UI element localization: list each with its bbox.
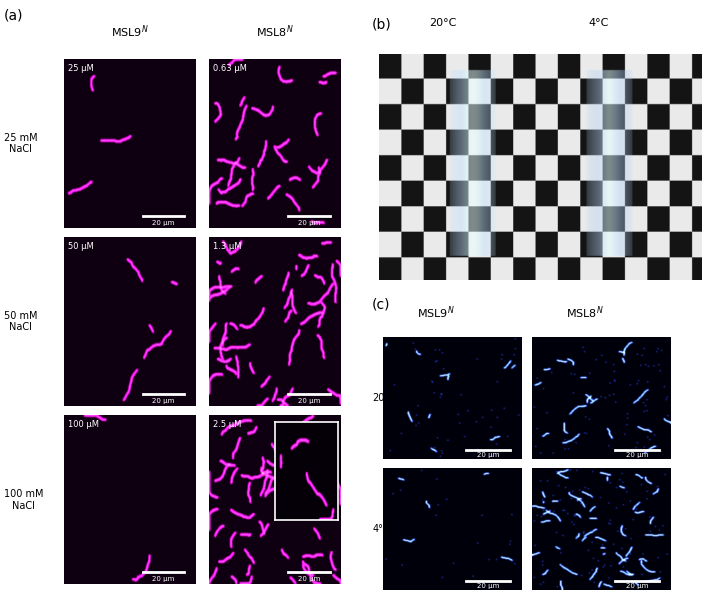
Text: 20 μm: 20 μm bbox=[476, 583, 499, 589]
Text: 1.3 μM: 1.3 μM bbox=[213, 242, 242, 252]
Text: 20 μm: 20 μm bbox=[298, 398, 320, 404]
Text: (b): (b) bbox=[372, 18, 392, 32]
Text: 25 mM
NaCl: 25 mM NaCl bbox=[4, 132, 37, 154]
Text: MSL9$^N$: MSL9$^N$ bbox=[417, 304, 455, 321]
Text: 25 μM: 25 μM bbox=[68, 64, 94, 73]
Text: 50 μM: 50 μM bbox=[68, 242, 94, 252]
Text: 20 μm: 20 μm bbox=[152, 220, 174, 226]
Text: 20 μm: 20 μm bbox=[625, 583, 648, 589]
Text: 50 mM
NaCl: 50 mM NaCl bbox=[4, 311, 37, 333]
Text: 20 μm: 20 μm bbox=[298, 576, 320, 582]
Text: 20°C: 20°C bbox=[372, 393, 396, 403]
Text: 20 μm: 20 μm bbox=[298, 220, 320, 226]
Text: 4°C: 4°C bbox=[372, 524, 390, 534]
Text: MSL9$^N$: MSL9$^N$ bbox=[111, 24, 148, 41]
Text: (c): (c) bbox=[372, 298, 391, 312]
Text: MSL8$^N$: MSL8$^N$ bbox=[566, 304, 604, 321]
Text: 100 μM: 100 μM bbox=[68, 420, 99, 430]
Text: 20 μm: 20 μm bbox=[625, 452, 648, 458]
Text: 4°C: 4°C bbox=[589, 18, 609, 28]
Text: 2.5 μM: 2.5 μM bbox=[213, 420, 242, 430]
Text: 20°C: 20°C bbox=[430, 18, 457, 28]
Text: MSL8$^N$: MSL8$^N$ bbox=[256, 24, 294, 41]
Text: 20 μm: 20 μm bbox=[476, 452, 499, 458]
Text: (a): (a) bbox=[4, 9, 23, 23]
Text: 20 μm: 20 μm bbox=[152, 398, 174, 404]
Text: 100 mM
NaCl: 100 mM NaCl bbox=[4, 489, 43, 511]
Text: 0.63 μM: 0.63 μM bbox=[213, 64, 247, 73]
Text: 20 μm: 20 μm bbox=[152, 576, 174, 582]
